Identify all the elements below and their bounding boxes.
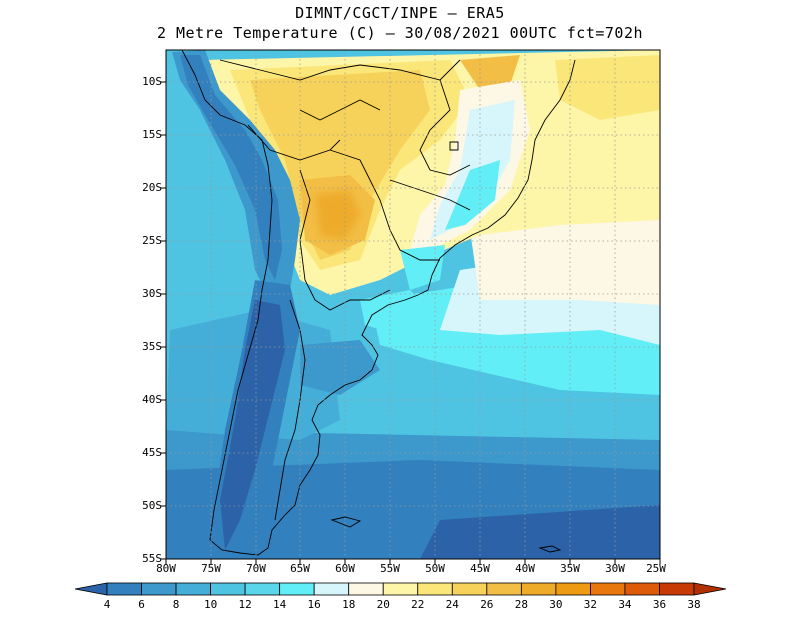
colorbar-label: 6 (138, 598, 145, 611)
lon-label: 70W (246, 562, 266, 575)
lon-label: 30W (605, 562, 625, 575)
colorbar-segment (175, 582, 211, 596)
colorbar-segment (279, 582, 315, 596)
lon-label: 40W (515, 562, 535, 575)
colorbar-segment (590, 582, 626, 596)
colorbar-segment (74, 582, 108, 596)
colorbar-segment (417, 582, 453, 596)
colorbar-label: 34 (618, 598, 632, 611)
temperature-field (166, 50, 660, 559)
lon-label: 60W (335, 562, 355, 575)
lat-label: 30S (142, 287, 162, 300)
colorbar-segment (313, 582, 350, 596)
lat-label: 35S (142, 340, 162, 353)
colorbar-label: 28 (514, 598, 528, 611)
colorbar-segment (624, 582, 660, 596)
colorbar-label: 30 (549, 598, 563, 611)
lat-label: 50S (142, 499, 162, 512)
axis-ticks (161, 81, 661, 564)
colorbar-label: 20 (376, 598, 390, 611)
lat-label: 20S (142, 181, 162, 194)
colorbar-segment (382, 582, 419, 596)
lon-label: 55W (380, 562, 400, 575)
lon-label: 65W (290, 562, 310, 575)
colorbar-segment (244, 582, 281, 596)
colorbar-label: 32 (583, 598, 598, 611)
colorbar (74, 582, 727, 596)
colorbar-label: 36 (652, 598, 667, 611)
colorbar-segment (106, 582, 142, 596)
lat-label: 40S (142, 393, 162, 406)
title-line-2: 2 Metre Temperature (C) – 30/08/2021 00U… (156, 24, 644, 42)
colorbar-segment (141, 582, 177, 596)
lat-label: 55S (142, 552, 162, 565)
lat-label: 10S (142, 75, 162, 88)
colorbar-label: 14 (273, 598, 287, 611)
lat-label: 45S (142, 446, 162, 459)
lat-label: 15S (142, 128, 162, 141)
colorbar-label: 16 (307, 598, 321, 611)
colorbar-segment (486, 582, 522, 596)
colorbar-label: 38 (687, 598, 701, 611)
gridlines (166, 50, 660, 559)
lon-label: 35W (560, 562, 580, 575)
colorbar-segment (451, 582, 488, 596)
colorbar-segment (520, 582, 557, 596)
colorbar-label: 4 (103, 598, 111, 611)
colorbar-label: 26 (480, 598, 494, 611)
colorbar-label: 18 (342, 598, 356, 611)
colorbar-segment (555, 582, 591, 596)
colorbar-segment (693, 582, 727, 596)
lon-label: 45W (470, 562, 490, 575)
colorbar-segment (659, 582, 695, 596)
colorbar-segment (348, 582, 384, 596)
lon-label: 80W (156, 562, 176, 575)
colorbar-label: 22 (411, 598, 425, 611)
lon-label: 50W (425, 562, 445, 575)
colorbar-label: 10 (203, 598, 218, 611)
lat-label: 25S (142, 234, 162, 247)
title-line-1: DIMNT/CGCT/INPE – ERA5 (295, 4, 505, 22)
colorbar-label: 8 (172, 598, 180, 611)
lon-label: 75W (201, 562, 221, 575)
lon-label: 25W (646, 562, 666, 575)
colorbar-segment (210, 582, 246, 596)
colorbar-label: 24 (445, 598, 459, 611)
colorbar-label: 12 (238, 598, 252, 611)
map-frame-border (165, 49, 661, 560)
